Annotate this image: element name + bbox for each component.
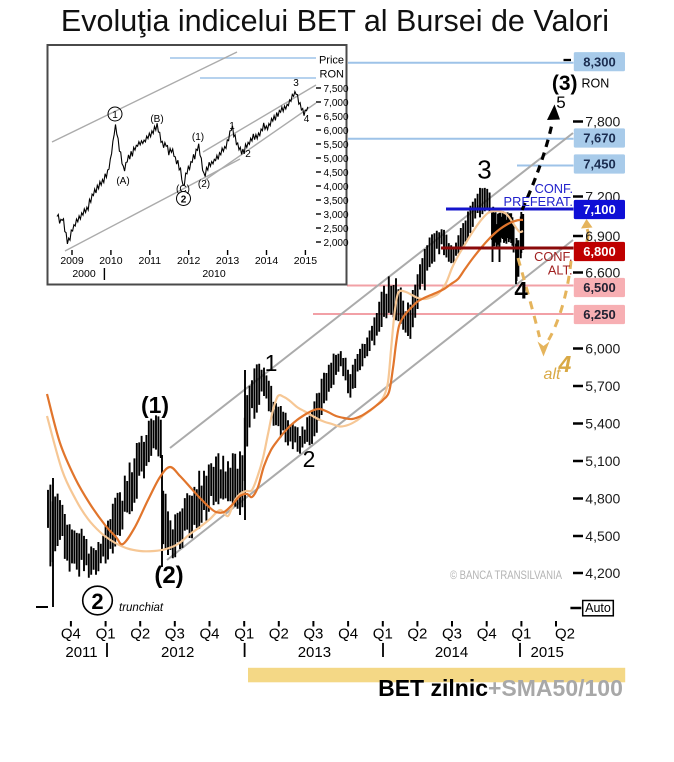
- svg-text:Q1: Q1: [234, 626, 254, 643]
- svg-text:4,500: 4,500: [585, 528, 620, 544]
- svg-text:2011: 2011: [139, 255, 162, 267]
- svg-text:Evoluţia indicelui BET al Burs: Evoluţia indicelui BET al Bursei de Valo…: [61, 4, 609, 38]
- svg-text:6,250: 6,250: [583, 307, 616, 322]
- svg-text:2010: 2010: [202, 268, 226, 280]
- svg-text:Q1: Q1: [373, 626, 393, 643]
- svg-text:6,900: 6,900: [585, 228, 620, 244]
- svg-text:5: 5: [556, 93, 565, 112]
- svg-text:3: 3: [477, 155, 491, 185]
- svg-text:2012: 2012: [177, 255, 201, 267]
- svg-text:4: 4: [558, 351, 572, 377]
- svg-text:5,400: 5,400: [585, 416, 620, 432]
- svg-text:PREFERAT.: PREFERAT.: [504, 194, 573, 209]
- svg-text:6,600: 6,600: [585, 265, 620, 281]
- svg-text:CONF.: CONF.: [534, 249, 572, 264]
- svg-text:4,200: 4,200: [585, 565, 620, 581]
- svg-text:Q2: Q2: [269, 626, 289, 643]
- svg-text:1: 1: [112, 110, 118, 121]
- svg-text:2013: 2013: [216, 255, 240, 267]
- svg-text:2009: 2009: [60, 255, 84, 267]
- svg-text:2013: 2013: [298, 644, 331, 661]
- svg-text:RON: RON: [320, 69, 345, 81]
- svg-text:Q4: Q4: [61, 626, 81, 643]
- svg-text:Q1: Q1: [511, 626, 531, 643]
- svg-text:(C): (C): [176, 184, 190, 195]
- svg-text:RON: RON: [582, 77, 610, 91]
- svg-text:2: 2: [181, 195, 187, 206]
- svg-text:3: 3: [293, 78, 299, 89]
- svg-text:Auto: Auto: [585, 601, 611, 615]
- svg-text:5,000: 5,000: [324, 154, 349, 165]
- svg-text:ALT.: ALT.: [548, 263, 573, 278]
- svg-text:+SMA50/100: +SMA50/100: [488, 675, 623, 701]
- svg-text:4,500: 4,500: [324, 168, 349, 179]
- svg-text:(B): (B): [150, 114, 163, 125]
- svg-text:1: 1: [265, 350, 278, 376]
- svg-text:(3): (3): [552, 72, 578, 95]
- svg-text:BET zilnic: BET zilnic: [378, 675, 488, 701]
- svg-text:7,800: 7,800: [585, 114, 620, 130]
- svg-text:Q3: Q3: [165, 626, 185, 643]
- svg-text:4: 4: [304, 114, 310, 125]
- svg-text:7,450: 7,450: [583, 157, 616, 172]
- svg-text:Q4: Q4: [199, 626, 219, 643]
- svg-text:(2): (2): [154, 562, 183, 589]
- svg-text:6,000: 6,000: [585, 341, 620, 357]
- svg-text:8,300: 8,300: [583, 54, 616, 69]
- svg-text:© BANCA TRANSILVANIA: © BANCA TRANSILVANIA: [450, 570, 562, 582]
- svg-text:Q3: Q3: [442, 626, 462, 643]
- svg-text:2: 2: [91, 589, 103, 614]
- svg-text:(A): (A): [116, 176, 129, 187]
- svg-text:6,000: 6,000: [324, 126, 349, 137]
- svg-text:4: 4: [514, 278, 528, 305]
- svg-text:Q3: Q3: [303, 626, 323, 643]
- svg-text:Q4: Q4: [338, 626, 358, 643]
- svg-text:2: 2: [303, 446, 316, 472]
- svg-text:5,700: 5,700: [585, 378, 620, 394]
- svg-text:2012: 2012: [161, 644, 194, 661]
- svg-text:5,500: 5,500: [324, 140, 349, 151]
- svg-text:Q2: Q2: [555, 626, 575, 643]
- svg-text:(1): (1): [192, 132, 204, 143]
- svg-text:(1): (1): [141, 392, 169, 418]
- svg-text:1: 1: [229, 121, 235, 132]
- svg-text:2015: 2015: [294, 255, 318, 267]
- svg-text:2000: 2000: [72, 268, 96, 280]
- svg-text:2,500: 2,500: [324, 224, 349, 235]
- svg-text:4,000: 4,000: [324, 182, 349, 193]
- svg-text:alt: alt: [544, 366, 561, 383]
- svg-text:7,670: 7,670: [583, 131, 616, 146]
- svg-text:2015: 2015: [531, 644, 564, 661]
- svg-text:6,500: 6,500: [583, 280, 616, 295]
- svg-text:2014: 2014: [435, 644, 468, 661]
- svg-text:3,000: 3,000: [324, 210, 349, 221]
- svg-text:7,100: 7,100: [583, 202, 616, 217]
- svg-text:7,000: 7,000: [324, 98, 349, 109]
- svg-text:CONF.: CONF.: [535, 181, 573, 196]
- svg-text:3,500: 3,500: [324, 196, 349, 207]
- svg-text:5,100: 5,100: [585, 453, 620, 469]
- svg-text:Q1: Q1: [96, 626, 116, 643]
- svg-text:2,000: 2,000: [324, 238, 349, 249]
- svg-text:Price: Price: [319, 55, 344, 67]
- svg-text:Q4: Q4: [477, 626, 497, 643]
- svg-text:Q2: Q2: [407, 626, 427, 643]
- svg-text:(2): (2): [198, 179, 210, 190]
- svg-text:Q2: Q2: [130, 626, 150, 643]
- svg-text:2011: 2011: [65, 644, 97, 661]
- svg-text:2: 2: [245, 149, 251, 160]
- svg-text:trunchiat: trunchiat: [119, 602, 164, 614]
- svg-text:2010: 2010: [99, 255, 123, 267]
- svg-text:7,500: 7,500: [324, 84, 349, 95]
- svg-text:6,500: 6,500: [324, 112, 349, 123]
- svg-text:4,800: 4,800: [585, 491, 620, 507]
- svg-text:2014: 2014: [255, 255, 279, 267]
- svg-text:6,800: 6,800: [583, 244, 616, 259]
